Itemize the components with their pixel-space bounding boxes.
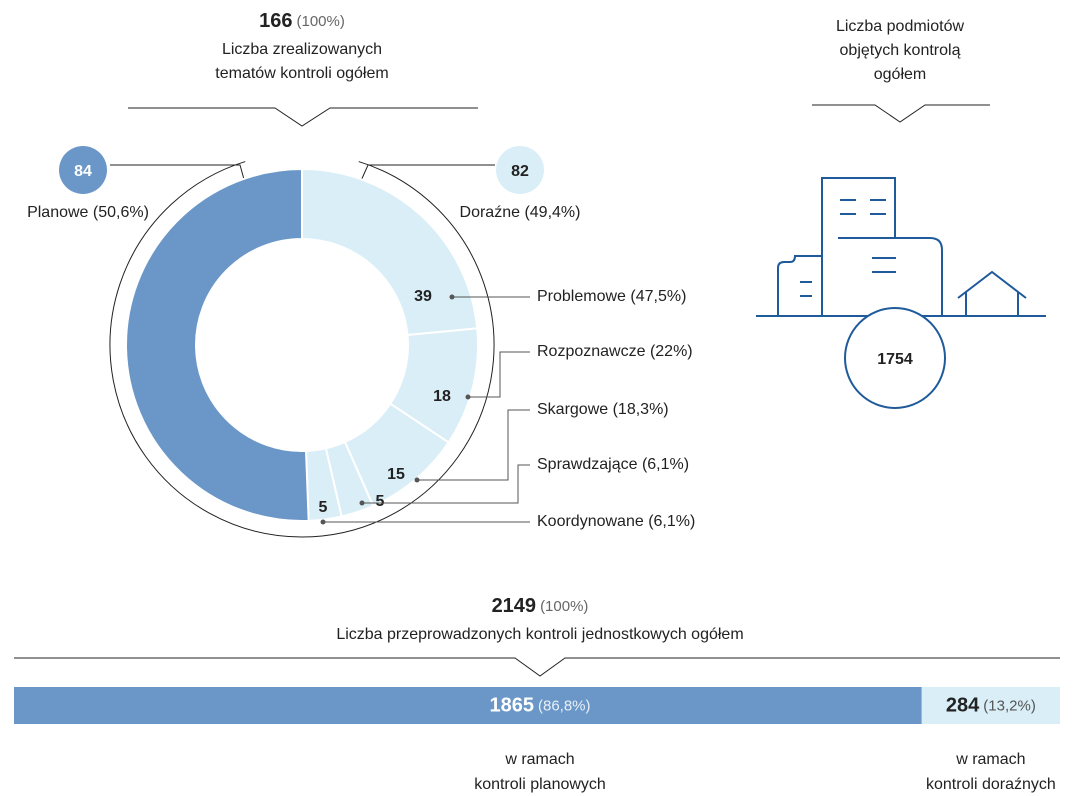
entities-title: Liczba podmiotów — [836, 18, 965, 35]
bracket — [128, 107, 478, 127]
bar-segment — [921, 687, 1060, 724]
outer-ring — [109, 161, 495, 538]
leader-line — [468, 351, 530, 398]
leader-dot — [320, 519, 326, 525]
total-share: (100%) — [540, 598, 588, 615]
segment-value: 15 — [387, 466, 405, 483]
leader-dot — [465, 394, 471, 400]
group-badge — [59, 146, 107, 194]
segment-label: Skargowe (18,3%) — [537, 401, 669, 418]
entities-title: objętych kontrolą — [840, 42, 961, 59]
buildings-icon — [756, 177, 1046, 317]
segment-value: 39 — [414, 288, 432, 305]
leader-dot — [359, 500, 365, 506]
donut-title: tematów kontroli ogółem — [215, 65, 388, 82]
donut-total: 166 (100%) — [259, 10, 345, 32]
bar-share: (13,2%) — [983, 697, 1036, 714]
bar-name: kontroli doraźnych — [926, 776, 1056, 793]
group-label: Planowe (50,6%) — [27, 204, 149, 221]
segment-label: Rozpoznawcze (22%) — [537, 343, 693, 360]
bar-value: 284 — [946, 695, 980, 717]
bracket — [812, 104, 990, 123]
group-label: Doraźne (49,4%) — [460, 204, 581, 221]
segment-label: Sprawdzające (6,1%) — [537, 456, 689, 473]
bar-name: w ramach — [955, 751, 1025, 768]
leader-line — [417, 409, 530, 481]
segment-value: 5 — [376, 493, 385, 510]
total-share: (100%) — [297, 13, 345, 30]
total-value: 166 — [259, 10, 292, 32]
connector — [359, 164, 495, 184]
segment-label: Koordynowane (6,1%) — [537, 513, 695, 530]
entities-circle — [844, 307, 946, 409]
connector — [110, 164, 246, 184]
leader-dot — [414, 477, 420, 483]
donut-segment — [125, 167, 310, 522]
total-value: 2149 — [492, 595, 537, 617]
bar-label: 284 (13,2%) — [946, 695, 1036, 717]
bar-title: Liczba przeprowadzonych kontroli jednost… — [336, 626, 743, 643]
leader-dot — [449, 294, 455, 300]
bar-segment — [14, 687, 922, 724]
leader-line — [362, 464, 530, 504]
bar-name: kontroli planowych — [474, 776, 606, 793]
bar-value: 1865 — [489, 695, 534, 717]
bar-share: (86,8%) — [538, 697, 591, 714]
group-value: 82 — [511, 163, 529, 180]
segment-value: 18 — [433, 388, 451, 405]
group-badge — [496, 146, 544, 194]
donut-title: Liczba zrealizowanych — [222, 41, 382, 58]
bracket — [14, 657, 1060, 677]
bar-total: 2149 (100%) — [492, 595, 589, 617]
bar-name: w ramach — [504, 751, 574, 768]
entities-value: 1754 — [877, 351, 913, 368]
segment-label: Problemowe (47,5%) — [537, 288, 686, 305]
group-value: 84 — [74, 163, 92, 180]
entities-title: ogółem — [874, 66, 926, 83]
bar-label: 1865 (86,8%) — [489, 695, 590, 717]
donut-segment — [301, 167, 479, 337]
segment-value: 5 — [319, 499, 328, 516]
